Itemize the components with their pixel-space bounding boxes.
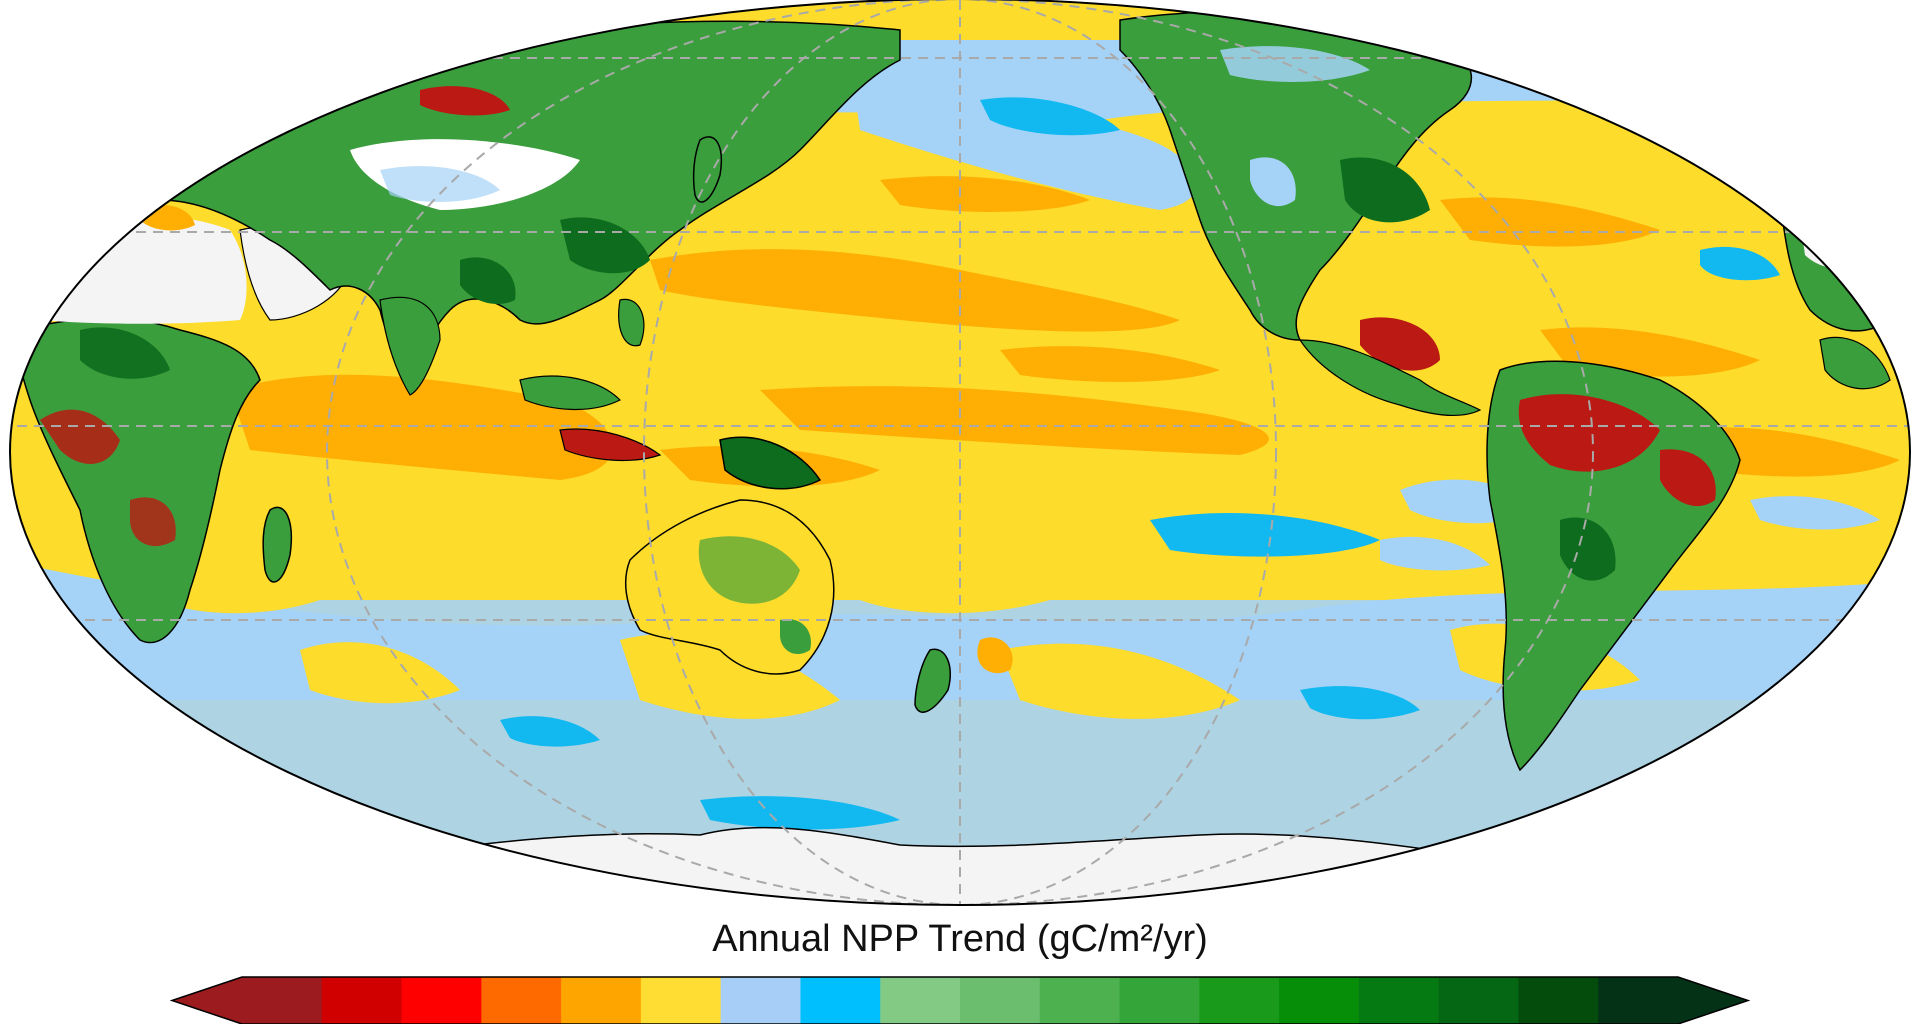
world-map	[9, 0, 1911, 906]
colorbar-box	[401, 977, 482, 1024]
colorbar	[169, 976, 1751, 1024]
colorbar-title: Annual NPP Trend (gC/m²/yr)	[712, 918, 1208, 960]
colorbar-box	[321, 977, 403, 1024]
globe-outline	[9, 0, 1911, 906]
colorbar-box	[1279, 977, 1360, 1024]
colorbar-box	[800, 977, 881, 1024]
colorbar-box	[1039, 977, 1121, 1024]
colorbar-box	[561, 977, 642, 1024]
colorbar-box	[720, 977, 801, 1024]
colorbar-outline	[169, 976, 1751, 1024]
colorbar-box	[640, 977, 722, 1024]
colorbar-box	[242, 977, 323, 1024]
colorbar-box	[1199, 977, 1280, 1024]
colorbar-box	[1598, 977, 1679, 1024]
colorbar-box	[1438, 977, 1519, 1024]
colorbar-extend-low	[172, 977, 242, 1024]
colorbar-boxes	[169, 976, 1751, 1024]
colorbar-box	[1518, 977, 1599, 1024]
map-fill	[10, 0, 1910, 905]
colorbar-box	[1358, 977, 1440, 1024]
colorbar-box	[960, 977, 1041, 1024]
colorbar-box	[1119, 977, 1200, 1024]
colorbar-extend-high	[1678, 977, 1748, 1024]
colorbar-box	[880, 977, 961, 1024]
colorbar-box	[481, 977, 562, 1024]
